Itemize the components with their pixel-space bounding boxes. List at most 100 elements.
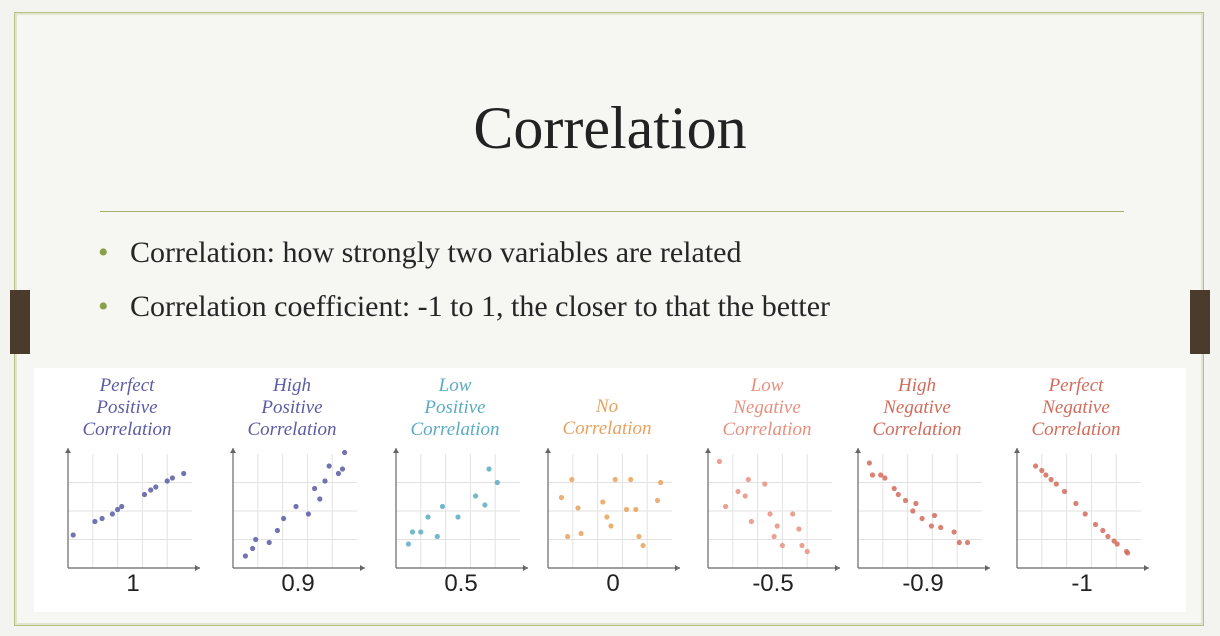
chart-label-line: Negative <box>733 397 801 418</box>
y-axis-arrow-icon <box>393 448 399 453</box>
data-point <box>628 476 634 483</box>
chart-label: Low Positive Correlation <box>380 375 530 441</box>
data-point <box>266 539 272 546</box>
data-point <box>938 524 944 531</box>
data-point <box>716 458 722 465</box>
data-point <box>473 493 479 499</box>
data-point <box>1125 550 1131 556</box>
data-point <box>405 541 411 547</box>
data-point <box>181 470 187 477</box>
data-point <box>1092 521 1099 528</box>
data-point <box>762 481 768 487</box>
chart-label: Low Negative Correlation <box>692 375 842 441</box>
data-point <box>305 511 311 517</box>
data-point <box>1053 481 1059 487</box>
data-point <box>931 512 938 519</box>
data-point <box>418 529 424 535</box>
chart-label-line: High <box>898 375 936 396</box>
chart-label: Perfect Positive Correlation <box>52 375 202 441</box>
bullet-item: • Correlation coefficient: -1 to 1, the … <box>98 286 830 340</box>
x-axis-arrow-icon <box>835 565 840 571</box>
correlation-coefficient-label: 0.9 <box>281 570 315 597</box>
right-side-tab <box>1190 290 1210 354</box>
bullet-item: • Correlation: how strongly two variable… <box>98 232 830 286</box>
data-point <box>723 503 729 510</box>
data-point <box>70 532 76 538</box>
data-point <box>326 463 332 469</box>
chart-label-line: Correlation <box>410 419 500 440</box>
data-point <box>317 496 323 502</box>
data-point <box>148 487 154 493</box>
data-point <box>882 475 888 481</box>
chart-label: No Correlation <box>532 396 682 440</box>
chart-label-line: Low <box>750 375 784 396</box>
chart-label-line: Low <box>438 375 472 396</box>
data-point <box>928 523 934 529</box>
data-point <box>1105 533 1111 540</box>
x-axis-arrow-icon <box>1144 565 1149 571</box>
data-point <box>895 491 901 498</box>
data-point <box>796 526 802 532</box>
data-point <box>951 529 957 535</box>
left-side-tab <box>10 290 30 354</box>
x-axis-arrow-icon <box>523 565 528 571</box>
data-point <box>748 518 754 525</box>
data-point <box>623 506 630 513</box>
chart-label-line: Positive <box>261 397 323 418</box>
chart-label-line: Negative <box>1042 397 1110 418</box>
scatter-chart <box>230 448 365 571</box>
data-point <box>99 515 105 522</box>
data-point <box>425 514 431 520</box>
y-axis-arrow-icon <box>705 448 711 453</box>
data-point <box>312 485 318 492</box>
data-point <box>322 478 328 484</box>
correlation-charts-panel: Perfect Positive Correlation 1 High Positive C… <box>34 368 1186 612</box>
data-point <box>1061 488 1068 495</box>
slide-title: Correlation <box>473 95 747 161</box>
data-point <box>1043 472 1049 478</box>
data-point <box>409 529 416 535</box>
chart-label: Perfect Negative Correlation <box>1001 375 1151 441</box>
data-point <box>869 472 876 478</box>
scatter-chart <box>1014 448 1149 571</box>
data-point <box>482 502 488 508</box>
data-point <box>342 449 348 456</box>
data-point <box>919 515 925 522</box>
data-point <box>115 506 121 513</box>
data-point <box>153 484 159 490</box>
x-axis-arrow-icon <box>675 565 680 571</box>
data-point <box>494 479 500 486</box>
y-axis-arrow-icon <box>545 448 551 453</box>
bullet-text: Correlation: how strongly two variables … <box>130 236 742 269</box>
data-point <box>169 475 175 481</box>
x-axis-arrow-icon <box>195 565 200 571</box>
data-point <box>799 542 805 549</box>
bullet-dot-icon: • <box>98 290 109 323</box>
chart-label-line: Perfect <box>99 375 155 396</box>
data-point <box>578 530 584 537</box>
correlation-coefficient-label: 0 <box>606 570 620 597</box>
bullet-list: • Correlation: how strongly two variable… <box>98 232 830 340</box>
correlation-coefficient-label: 0.5 <box>444 570 478 597</box>
data-point <box>486 466 492 472</box>
data-point <box>767 511 773 517</box>
data-point <box>439 503 446 510</box>
data-point <box>956 539 962 546</box>
data-point <box>964 539 971 546</box>
chart-label-line: Correlation <box>247 419 337 440</box>
data-point <box>1082 511 1088 517</box>
data-point <box>335 470 341 477</box>
data-point <box>745 476 751 483</box>
correlation-coefficient-label: -0.9 <box>902 570 944 597</box>
y-axis-arrow-icon <box>230 448 236 453</box>
data-point <box>558 494 564 501</box>
data-point <box>1114 541 1120 547</box>
data-point <box>902 497 909 504</box>
chart-label-line: Positive <box>424 397 486 418</box>
data-point <box>604 514 610 520</box>
data-point <box>565 533 571 540</box>
data-point <box>878 472 884 478</box>
data-point <box>250 545 256 552</box>
chart-label-line: Perfect <box>1048 375 1104 396</box>
data-point <box>575 505 581 511</box>
